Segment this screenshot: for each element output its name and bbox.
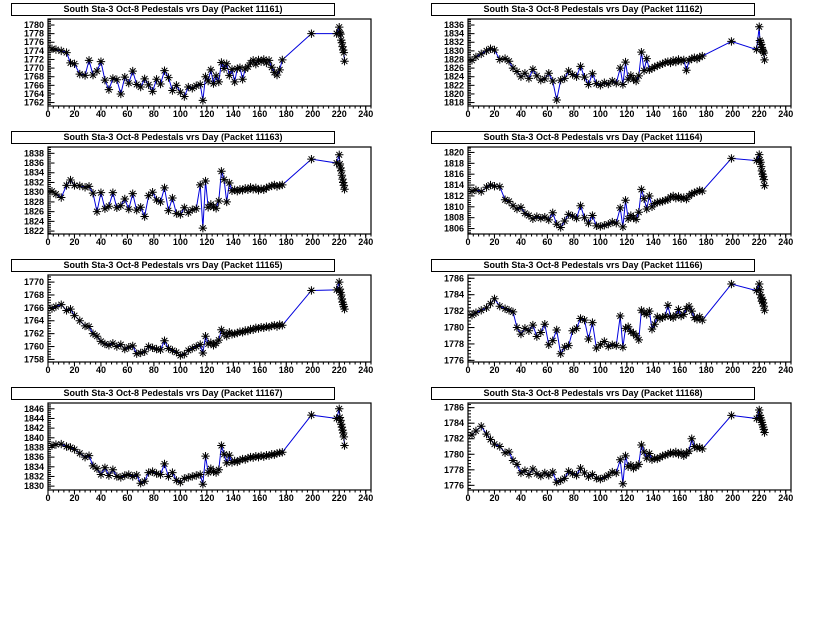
chart-plot-11165 bbox=[0, 256, 420, 384]
chart-plot-11162 bbox=[420, 0, 840, 128]
chart-pad-11166: South Sta-3 Oct-8 Pedestals vrs Day (Pac… bbox=[420, 256, 840, 384]
chart-title-11167: South Sta-3 Oct-8 Pedestals vrs Day (Pac… bbox=[11, 387, 335, 400]
chart-pad-11161: South Sta-3 Oct-8 Pedestals vrs Day (Pac… bbox=[0, 0, 420, 128]
chart-pad-11168: South Sta-3 Oct-8 Pedestals vrs Day (Pac… bbox=[420, 384, 840, 512]
chart-title-11163: South Sta-3 Oct-8 Pedestals vrs Day (Pac… bbox=[11, 131, 335, 144]
chart-plot-11167 bbox=[0, 384, 420, 512]
chart-plot-11166 bbox=[420, 256, 840, 384]
chart-title-11165: South Sta-3 Oct-8 Pedestals vrs Day (Pac… bbox=[11, 259, 335, 272]
chart-pad-11164: South Sta-3 Oct-8 Pedestals vrs Day (Pac… bbox=[420, 128, 840, 256]
chart-title-11161: South Sta-3 Oct-8 Pedestals vrs Day (Pac… bbox=[11, 3, 335, 16]
chart-plot-11163 bbox=[0, 128, 420, 256]
chart-title-11164: South Sta-3 Oct-8 Pedestals vrs Day (Pac… bbox=[431, 131, 755, 144]
chart-title-11162: South Sta-3 Oct-8 Pedestals vrs Day (Pac… bbox=[431, 3, 755, 16]
chart-title-11168: South Sta-3 Oct-8 Pedestals vrs Day (Pac… bbox=[431, 387, 755, 400]
chart-pad-11163: South Sta-3 Oct-8 Pedestals vrs Day (Pac… bbox=[0, 128, 420, 256]
chart-plot-11161 bbox=[0, 0, 420, 128]
chart-plot-11168 bbox=[420, 384, 840, 512]
chart-plot-11164 bbox=[420, 128, 840, 256]
chart-pad-11165: South Sta-3 Oct-8 Pedestals vrs Day (Pac… bbox=[0, 256, 420, 384]
chart-title-11166: South Sta-3 Oct-8 Pedestals vrs Day (Pac… bbox=[431, 259, 755, 272]
chart-pad-11162: South Sta-3 Oct-8 Pedestals vrs Day (Pac… bbox=[420, 0, 840, 128]
chart-pad-11167: South Sta-3 Oct-8 Pedestals vrs Day (Pac… bbox=[0, 384, 420, 512]
